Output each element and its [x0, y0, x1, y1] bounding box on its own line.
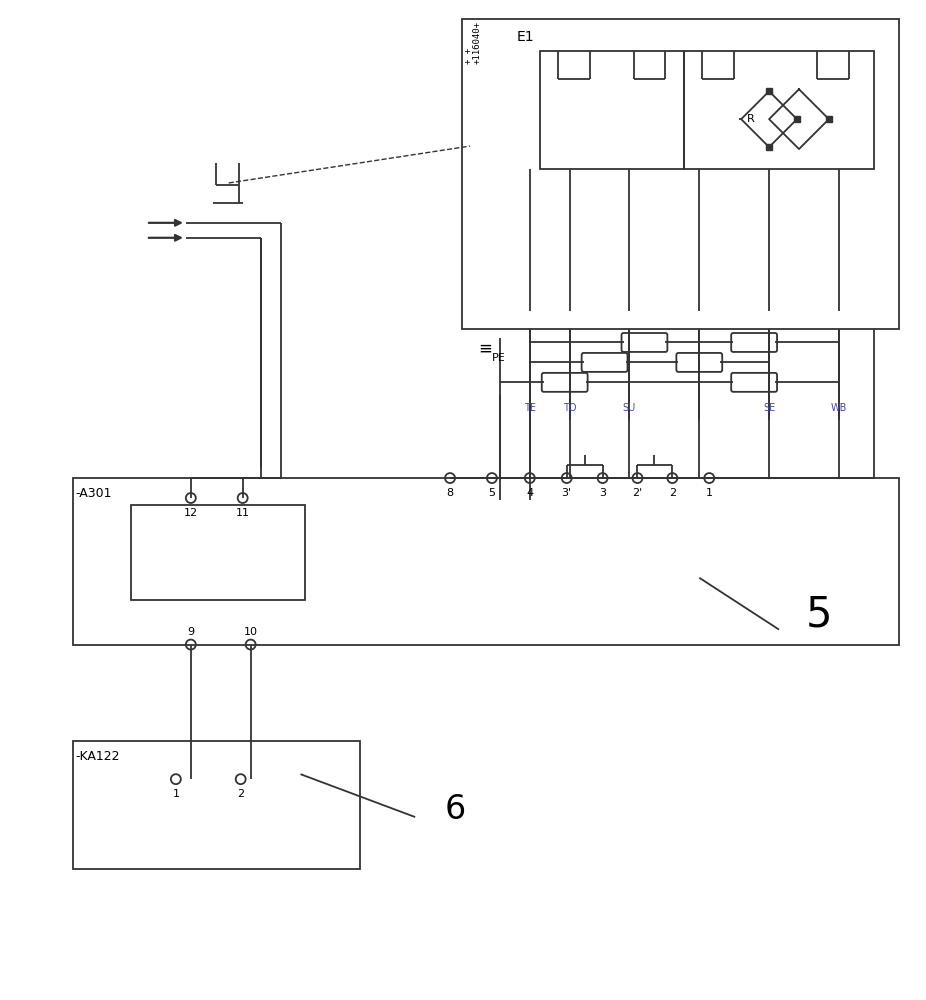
Text: 12: 12: [183, 508, 198, 518]
Text: 10: 10: [244, 627, 257, 637]
Text: 2: 2: [669, 488, 676, 498]
Text: 6: 6: [444, 793, 466, 826]
Text: WB: WB: [831, 403, 847, 413]
Text: -A301: -A301: [75, 487, 112, 500]
Text: 5: 5: [488, 488, 495, 498]
Text: R: R: [747, 114, 755, 124]
Text: E1: E1: [517, 30, 534, 44]
Bar: [766, 88, 772, 94]
Text: TO: TO: [563, 403, 576, 413]
Text: 9: 9: [187, 627, 194, 637]
Text: SE: SE: [763, 403, 775, 413]
Text: PE: PE: [492, 353, 506, 363]
Bar: [73, 741, 360, 869]
Text: + +
+116040+: + + +116040+: [464, 21, 482, 64]
Text: TE: TE: [524, 403, 536, 413]
Bar: [540, 51, 684, 169]
Text: 3': 3': [562, 488, 571, 498]
Bar: [684, 51, 874, 169]
Text: 8: 8: [446, 488, 454, 498]
Text: SU: SU: [623, 403, 636, 413]
Text: 11: 11: [235, 508, 250, 518]
Bar: [794, 116, 800, 122]
Bar: [766, 144, 772, 150]
Bar: [131, 505, 306, 600]
Bar: [73, 478, 899, 645]
Bar: [462, 19, 899, 329]
Text: 3: 3: [599, 488, 607, 498]
Text: 1: 1: [706, 488, 713, 498]
Text: 2: 2: [237, 789, 244, 799]
Text: 1: 1: [172, 789, 180, 799]
Text: 4: 4: [526, 488, 533, 498]
Text: -KA122: -KA122: [75, 750, 119, 763]
Text: 5: 5: [806, 594, 832, 636]
Bar: [826, 116, 832, 122]
Text: ≡: ≡: [478, 339, 492, 357]
Text: 2': 2': [632, 488, 643, 498]
